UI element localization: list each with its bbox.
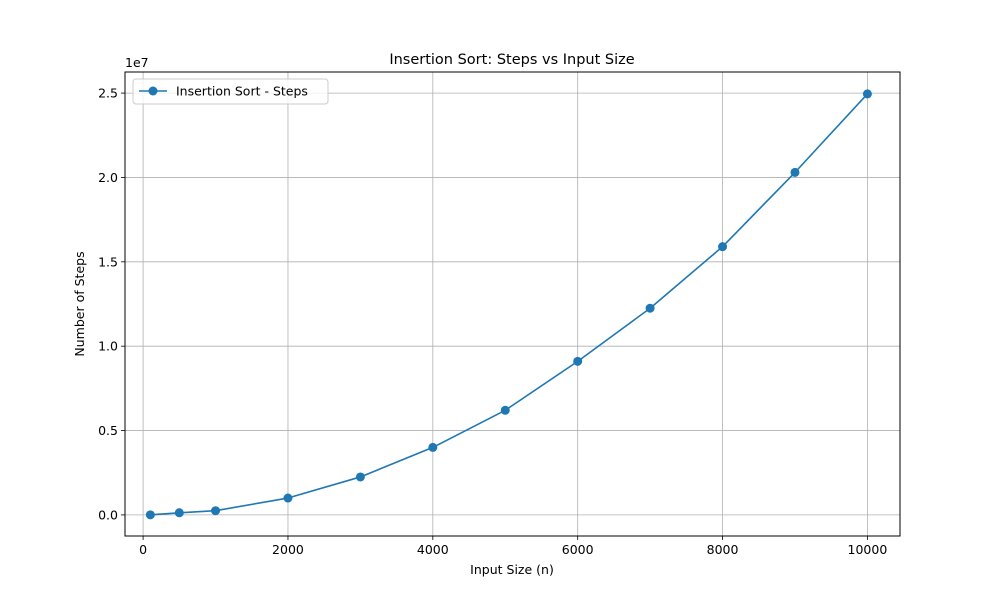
y-tick-label: 1.0: [98, 339, 118, 354]
y-tick-label: 1.5: [98, 254, 118, 269]
data-point-marker: [145, 510, 155, 520]
x-axis-ticks: 0 2000 4000 6000 8000 10000: [139, 536, 887, 557]
data-point-marker: [174, 508, 184, 518]
x-tick-label: 10000: [848, 542, 888, 557]
x-tick-label: 0: [139, 542, 147, 557]
data-point-marker: [862, 89, 872, 99]
data-point-marker: [355, 472, 365, 482]
data-point-marker: [718, 242, 728, 252]
legend-label: Insertion Sort - Steps: [176, 84, 308, 99]
chart-title: Insertion Sort: Steps vs Input Size: [389, 52, 634, 68]
data-point-marker: [211, 506, 221, 516]
y-tick-label: 2.5: [98, 86, 118, 101]
data-point-marker: [645, 303, 655, 313]
y-axis-label: Number of Steps: [72, 251, 87, 356]
data-point-marker: [790, 167, 800, 177]
x-tick-label: 4000: [417, 542, 449, 557]
data-point-marker: [573, 356, 583, 366]
y-axis-offset-label: 1e7: [125, 55, 149, 70]
data-point-marker: [428, 442, 438, 452]
grid: [125, 72, 900, 536]
y-tick-label: 2.0: [98, 170, 118, 185]
series-line: [150, 93, 868, 516]
x-tick-label: 6000: [562, 542, 594, 557]
data-point-marker: [283, 493, 293, 503]
series-layer: [145, 89, 872, 520]
y-tick-label: 0.0: [98, 507, 118, 522]
legend: Insertion Sort - Steps: [132, 78, 329, 105]
plot-area-frame: [124, 71, 901, 537]
y-tick-label: 0.5: [98, 423, 118, 438]
x-tick-label: 2000: [272, 542, 304, 557]
x-tick-label: 8000: [707, 542, 739, 557]
legend-box: [132, 78, 329, 105]
legend-marker-swatch: [148, 86, 158, 96]
x-axis-label: Input Size (n): [470, 562, 554, 577]
data-point-marker: [500, 405, 510, 415]
y-axis-ticks: 0.0 0.5 1.0 1.5 2.0 2.5: [98, 86, 125, 522]
